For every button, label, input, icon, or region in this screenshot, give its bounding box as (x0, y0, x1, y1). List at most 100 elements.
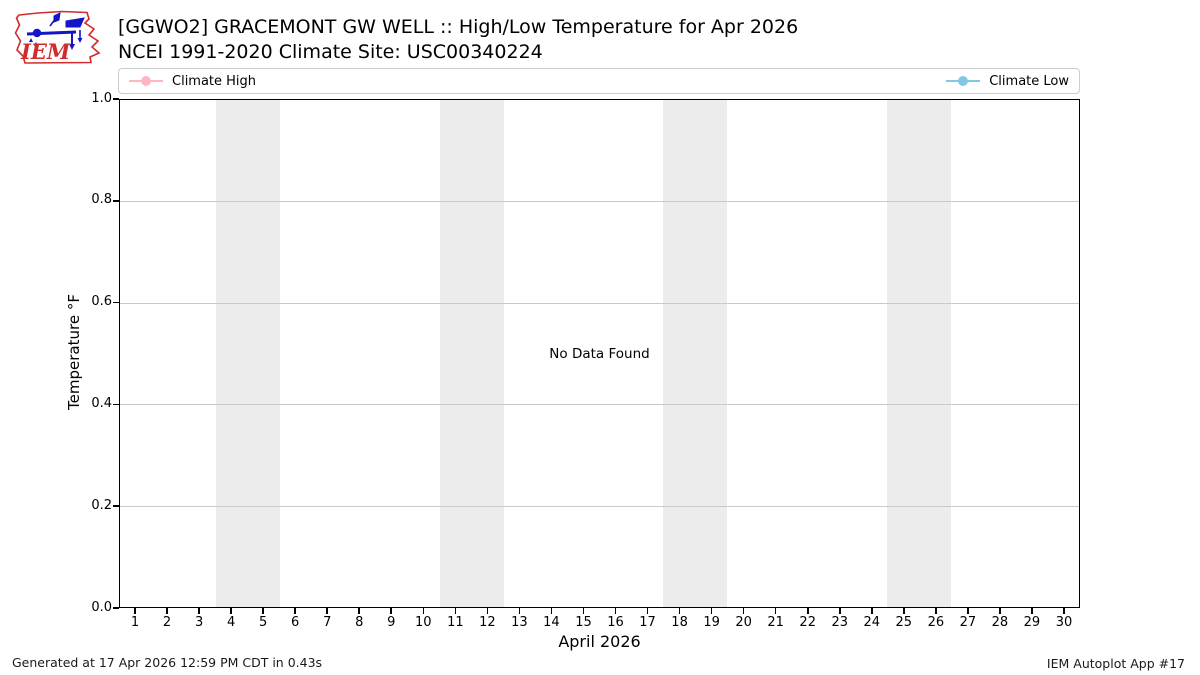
x-tick-label: 28 (991, 615, 1009, 630)
app-credit: IEM Autoplot App #17 (1046, 656, 1185, 671)
gridline (120, 404, 1079, 406)
weather-vane-icon (26, 12, 85, 50)
x-tick-mark (710, 608, 713, 614)
x-tick-label: 10 (415, 615, 432, 630)
x-tick-label: 7 (323, 615, 332, 630)
iem-logo: IEM (14, 10, 101, 64)
x-tick-label: 19 (703, 615, 720, 630)
weekend-band (215, 100, 280, 607)
weekend-band (887, 100, 952, 607)
x-tick-label: 3 (194, 615, 204, 630)
x-tick-label: 5 (259, 615, 268, 630)
y-tick-mark (113, 505, 119, 507)
y-tick-mark (113, 403, 119, 406)
x-tick-mark (390, 608, 393, 614)
y-tick-mark (113, 607, 119, 609)
y-tick-label: 0.4 (91, 395, 112, 411)
legend-box: Climate High Climate Low (118, 68, 1080, 94)
legend-entry-climate-high: Climate High (129, 74, 256, 89)
x-tick-mark (935, 608, 937, 614)
x-axis-label: April 2026 (558, 632, 641, 651)
x-tick-label: 25 (895, 615, 913, 630)
x-tick-mark (198, 608, 200, 614)
x-tick-mark (262, 608, 264, 614)
x-tick-mark (134, 608, 136, 614)
x-tick-mark (518, 608, 521, 614)
y-tick-label: 0.0 (91, 599, 112, 615)
x-tick-label: 18 (671, 615, 688, 630)
climate-high-line-icon (129, 76, 163, 86)
x-tick-mark (1031, 608, 1033, 614)
x-tick-label: 12 (479, 615, 496, 630)
y-tick-mark (113, 200, 119, 202)
x-tick-mark (678, 608, 681, 614)
x-tick-label: 17 (639, 615, 656, 630)
y-tick-mark (113, 98, 119, 100)
x-tick-label: 8 (355, 615, 364, 630)
x-tick-mark (422, 608, 425, 614)
y-tick-label: 0.2 (91, 497, 112, 513)
x-tick-label: 26 (927, 615, 945, 630)
x-tick-mark (774, 608, 777, 614)
x-tick-mark (230, 608, 232, 614)
weekend-band (439, 100, 504, 607)
x-tick-label: 16 (607, 615, 624, 630)
iem-logo-text: IEM (20, 39, 71, 64)
gridline (120, 302, 1079, 304)
chart-subtitle: NCEI 1991-2020 Climate Site: USC00340224 (118, 41, 543, 63)
x-tick-label: 21 (767, 615, 784, 630)
climate-high-marker-icon (141, 76, 151, 86)
x-tick-mark (646, 608, 649, 614)
x-tick-mark (582, 608, 585, 614)
x-tick-mark (486, 608, 489, 614)
x-tick-mark (1063, 608, 1065, 614)
legend-entry-climate-low: Climate Low (946, 74, 1069, 89)
legend-label-climate-high: Climate High (172, 73, 257, 89)
legend-label-climate-low: Climate Low (989, 73, 1069, 89)
x-tick-label: 30 (1055, 615, 1073, 630)
climate-low-line-icon (946, 76, 981, 86)
x-tick-mark (870, 608, 873, 614)
weekend-band (663, 100, 728, 607)
x-tick-mark (742, 608, 745, 614)
x-tick-label: 24 (863, 615, 881, 630)
x-tick-label: 14 (543, 615, 560, 630)
y-tick-mark (113, 301, 119, 304)
x-tick-label: 13 (511, 615, 528, 630)
x-tick-label: 1 (130, 615, 140, 630)
gridline (120, 201, 1079, 203)
x-tick-mark (550, 608, 553, 614)
x-tick-label: 22 (799, 615, 816, 630)
x-tick-label: 27 (959, 615, 977, 630)
x-tick-mark (166, 608, 168, 614)
x-tick-label: 2 (162, 615, 172, 630)
x-tick-label: 15 (575, 615, 592, 630)
generated-timestamp: Generated at 17 Apr 2026 12:59 PM CDT in… (12, 655, 323, 670)
x-tick-mark (838, 608, 841, 614)
x-tick-label: 11 (447, 615, 464, 630)
climate-low-marker-icon (958, 76, 969, 86)
plot-area: No Data Found (119, 99, 1080, 608)
x-tick-mark (806, 608, 809, 614)
x-tick-mark (903, 608, 905, 614)
x-tick-mark (999, 608, 1001, 614)
x-tick-label: 4 (226, 615, 236, 630)
gridline (120, 505, 1079, 507)
x-tick-mark (454, 608, 457, 614)
y-tick-label: 1.0 (91, 90, 112, 106)
chart-title: [GGWO2] GRACEMONT GW WELL :: High/Low Te… (118, 16, 799, 38)
x-tick-mark (326, 608, 328, 614)
no-data-annotation: No Data Found (549, 345, 650, 362)
y-tick-label: 0.6 (91, 294, 112, 310)
x-tick-label: 29 (1023, 615, 1041, 630)
x-tick-mark (614, 608, 617, 614)
x-tick-label: 6 (291, 615, 300, 630)
x-tick-mark (358, 608, 361, 614)
y-axis-label: Temperature °F (65, 294, 83, 410)
x-tick-label: 9 (387, 615, 396, 630)
x-tick-mark (294, 608, 296, 614)
x-tick-label: 23 (831, 615, 849, 630)
x-tick-label: 20 (735, 615, 752, 630)
x-tick-mark (967, 608, 969, 614)
